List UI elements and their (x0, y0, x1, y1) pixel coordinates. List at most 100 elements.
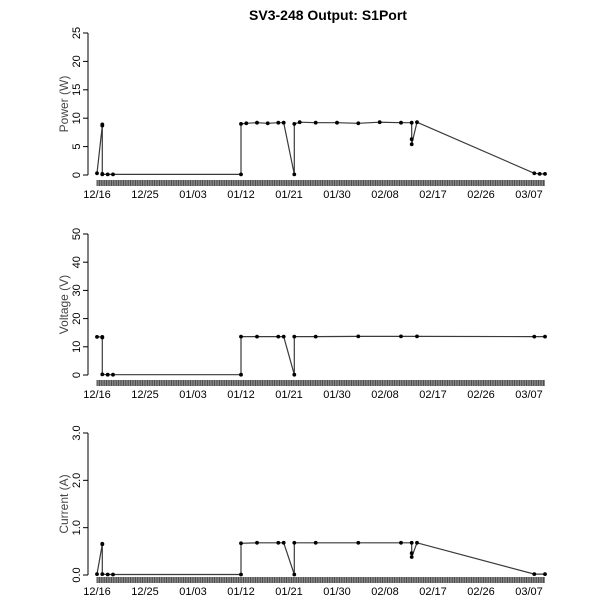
chart-panel-3: 0.0 1.0 2.0 3.0 Current (A) 12/16 12/25 01/03 01… (57, 425, 547, 598)
x-tick-label: 02/17 (419, 189, 447, 201)
data-point (105, 372, 110, 377)
data-point (415, 334, 419, 339)
data-point (313, 120, 318, 125)
data-point (276, 334, 281, 339)
y-axis-title: Voltage (V) (57, 275, 71, 334)
data-point (543, 172, 547, 176)
data-point (100, 172, 105, 177)
x-tick-label: 12/25 (131, 189, 159, 201)
data-point (239, 122, 243, 126)
x-tick-label: 02/08 (371, 389, 399, 401)
y-tick-label: 15 (71, 84, 83, 96)
y-tick-label: 3.0 (71, 425, 83, 440)
x-tick-label: 01/12 (227, 389, 255, 401)
data-point (292, 572, 297, 577)
data-point (255, 540, 259, 545)
x-tick-label: 12/16 (83, 586, 111, 598)
data-point (292, 122, 297, 126)
x-tick-label: 12/16 (83, 389, 111, 401)
data-point (532, 334, 537, 339)
series-line (97, 335, 545, 376)
data-point (239, 572, 243, 577)
data-point (105, 172, 110, 177)
data-point (543, 572, 547, 576)
data-point (244, 121, 249, 126)
y-tick-label: 50 (71, 228, 83, 240)
data-point (95, 335, 99, 339)
data-point (377, 120, 382, 125)
data-point (111, 572, 115, 577)
data-point (537, 172, 542, 176)
data-point (409, 540, 414, 545)
x-tick-label: 01/21 (275, 586, 303, 598)
data-point (409, 120, 414, 125)
data-point (111, 172, 115, 177)
series-line (96, 542, 545, 576)
y-axis-title: Current (A) (57, 474, 71, 533)
x-tick-label: 02/26 (467, 189, 495, 201)
x-tick-label: 02/08 (371, 189, 399, 201)
y-tick-label: 30 (71, 284, 83, 296)
data-point (281, 120, 286, 125)
data-point (399, 540, 403, 545)
data-point (276, 540, 281, 545)
data-point (292, 372, 297, 377)
x-rug-strip (97, 577, 545, 583)
y-tick-label: 0 (71, 172, 83, 178)
data-point (409, 137, 414, 142)
x-tick-label: 12/25 (131, 586, 159, 598)
y-tick-label: 10 (71, 341, 83, 353)
data-point (105, 572, 110, 577)
y-tick-label: 20 (71, 312, 83, 324)
data-point (255, 120, 259, 125)
data-point (239, 334, 243, 339)
x-tick-label: 12/25 (131, 389, 159, 401)
y-tick-label: 20 (71, 55, 83, 67)
x-tick-label: 01/30 (323, 189, 351, 201)
x-tick-label: 01/03 (179, 586, 207, 598)
data-point (281, 334, 286, 339)
data-point (292, 334, 297, 339)
x-tick-label: 02/17 (419, 586, 447, 598)
x-rug-strip (97, 180, 545, 186)
data-point (255, 334, 259, 339)
data-point (95, 572, 99, 576)
data-point (100, 372, 105, 377)
x-tick-label: 01/03 (179, 189, 207, 201)
data-point (297, 120, 302, 125)
data-point (335, 120, 339, 125)
data-point (409, 551, 414, 556)
x-tick-label: 02/26 (467, 389, 495, 401)
data-point (415, 540, 419, 545)
data-point (100, 572, 105, 576)
chart-panel-1: 0 5 10 15 20 25 Power (W) 12/16 12/25 01/03 01/12 0… (57, 27, 547, 201)
data-point (415, 120, 419, 125)
data-point (356, 540, 361, 545)
y-tick-label: 0.0 (71, 567, 83, 582)
x-tick-label: 12/16 (83, 189, 111, 201)
x-tick-label: 01/03 (179, 389, 207, 401)
x-tick-label: 02/26 (467, 586, 495, 598)
data-point (532, 171, 537, 176)
x-tick-label: 02/08 (371, 586, 399, 598)
x-tick-label: 01/21 (275, 189, 303, 201)
x-tick-label: 01/12 (227, 586, 255, 598)
x-tick-label: 02/17 (419, 389, 447, 401)
data-point (532, 572, 537, 576)
chart-title: SV3-248 Output: S1Port (249, 7, 407, 23)
y-tick-label: 40 (71, 256, 83, 268)
data-point (100, 541, 105, 546)
data-point (111, 372, 115, 377)
data-point (95, 171, 99, 176)
data-point (399, 334, 403, 339)
data-point (313, 334, 318, 339)
data-point (399, 120, 403, 125)
y-tick-label: 0 (71, 372, 83, 378)
x-tick-label: 01/30 (323, 586, 351, 598)
data-point (543, 334, 547, 339)
data-point (292, 540, 297, 545)
y-tick-label: 5 (71, 144, 83, 150)
